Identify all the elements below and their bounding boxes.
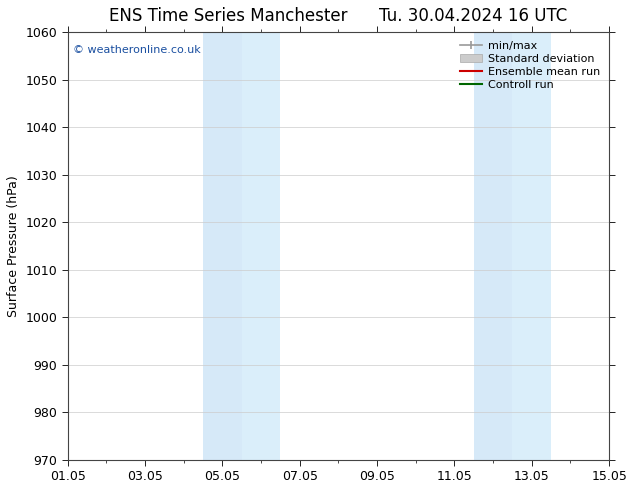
Bar (242, 32, 280, 460)
Bar (203, 32, 242, 460)
Bar (512, 32, 551, 460)
Title: ENS Time Series Manchester      Tu. 30.04.2024 16 UTC: ENS Time Series Manchester Tu. 30.04.202… (109, 7, 567, 25)
Y-axis label: Surface Pressure (hPa): Surface Pressure (hPa) (7, 175, 20, 317)
Text: © weatheronline.co.uk: © weatheronline.co.uk (73, 45, 201, 55)
Bar (474, 32, 512, 460)
Legend: min/max, Standard deviation, Ensemble mean run, Controll run: min/max, Standard deviation, Ensemble me… (457, 38, 604, 93)
